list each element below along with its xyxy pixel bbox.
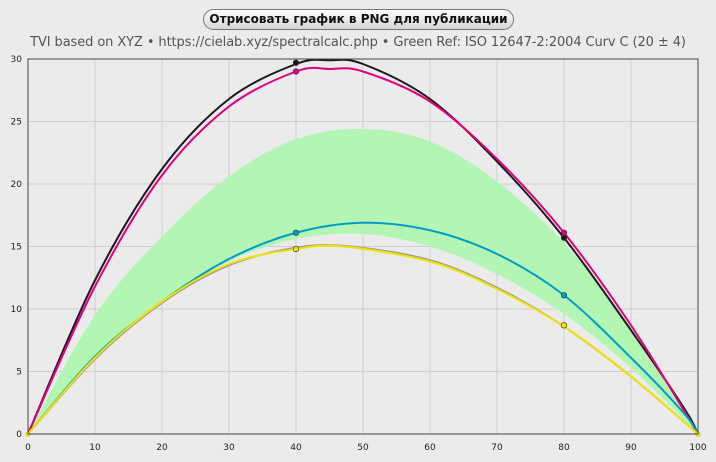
series-line-1 [27, 66, 699, 435]
x-tick-label-0: 0 [25, 443, 31, 453]
series-line-4 [27, 244, 699, 435]
series-1-marker-0 [292, 68, 300, 75]
y-tick-label-0: 0 [16, 430, 22, 440]
y-tick-label-30: 30 [11, 55, 23, 65]
y-tick-label-20: 20 [11, 180, 23, 190]
plot-frame [27, 58, 699, 435]
grid [28, 58, 699, 434]
y-tick-label-25: 25 [11, 118, 22, 128]
x-tick-label-10: 10 [89, 443, 101, 453]
series-2-marker-0 [292, 229, 300, 236]
x-tick-label-60: 60 [424, 443, 436, 453]
x-tick-label-90: 90 [625, 443, 637, 453]
series-4-marker-0 [292, 245, 300, 253]
tolerance-band [28, 128, 698, 435]
x-tick-label-20: 20 [156, 443, 168, 453]
series-line-0 [27, 58, 699, 435]
series-0-marker-0 [292, 59, 300, 66]
x-tick-label-50: 50 [357, 443, 369, 453]
x-tick-label-70: 70 [491, 443, 503, 453]
x-tick-label-80: 80 [558, 443, 570, 453]
tolerance-band-area [28, 128, 698, 435]
y-tick-label-5: 5 [16, 368, 22, 378]
x-tick-label-100: 100 [689, 443, 706, 453]
y-tick-label-10: 10 [11, 305, 23, 315]
y-tick-label-15: 15 [11, 243, 22, 253]
axes: 0 10 20 30 40 50 60 70 80 90 100 0 5 10 15 20 25 30 [11, 55, 707, 453]
series-layer [27, 58, 699, 435]
series-2-marker-1 [560, 292, 568, 299]
x-tick-label-30: 30 [223, 443, 235, 453]
chart-title: TVI based on XYZ • https://cielab.xyz/sp… [30, 35, 686, 50]
export-png-button[interactable]: Отрисовать график в PNG для публикации [203, 9, 514, 30]
x-tick-label-40: 40 [290, 443, 302, 453]
series-4-marker-1 [560, 322, 568, 329]
series-1-marker-1 [560, 229, 568, 236]
